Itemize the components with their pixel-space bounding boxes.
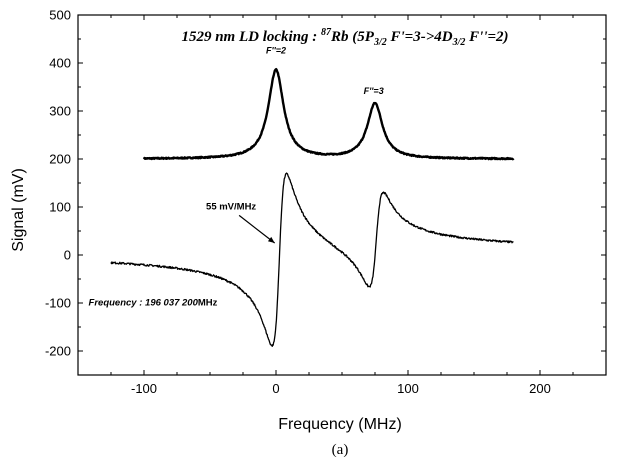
plot-frame [77,14,607,376]
error-signal-trace [110,172,514,348]
y-tick-label: 200 [49,152,71,167]
y-tick-label: 500 [49,8,71,23]
plot-traces [110,67,515,348]
peak-label-f3: F''=3 [364,86,384,96]
slope-arrow [238,214,276,244]
x-tick-label: 100 [397,381,419,396]
slope-arrowhead [267,236,275,243]
x-axis-title: Frequency (MHz) [278,416,402,433]
y-tick-label: 100 [49,200,71,215]
y-tick-label: -100 [45,296,71,311]
plot-annotations: F''=2 F''=3 55 mV/MHz Frequency : 196 037 2… [89,45,384,308]
x-tick-label: -100 [131,381,157,396]
y-tick-label: 0 [64,248,71,263]
x-tick-label: 200 [529,381,551,396]
y-tick-label: 300 [49,104,71,119]
panel-label: (a) [332,442,349,458]
y-tick-label: 400 [49,56,71,71]
absorption-trace [142,67,515,161]
frequency-label: Frequency : 196 037 200MHz [89,297,218,308]
peak-label-f2: F''=2 [266,45,286,55]
y-tick-label: -200 [45,344,71,359]
chart-title: 1529 nm LD locking : 87Rb (5P3/2 F'=3->4… [181,27,508,48]
x-tick-label: 0 [272,381,279,396]
y-axis-title: Signal (mV) [10,168,27,252]
slope-label: 55 mV/MHz [206,201,256,212]
plot-axes: -100 0 100 200 -200 -100 0 100 200 300 400 500 [45,8,607,396]
